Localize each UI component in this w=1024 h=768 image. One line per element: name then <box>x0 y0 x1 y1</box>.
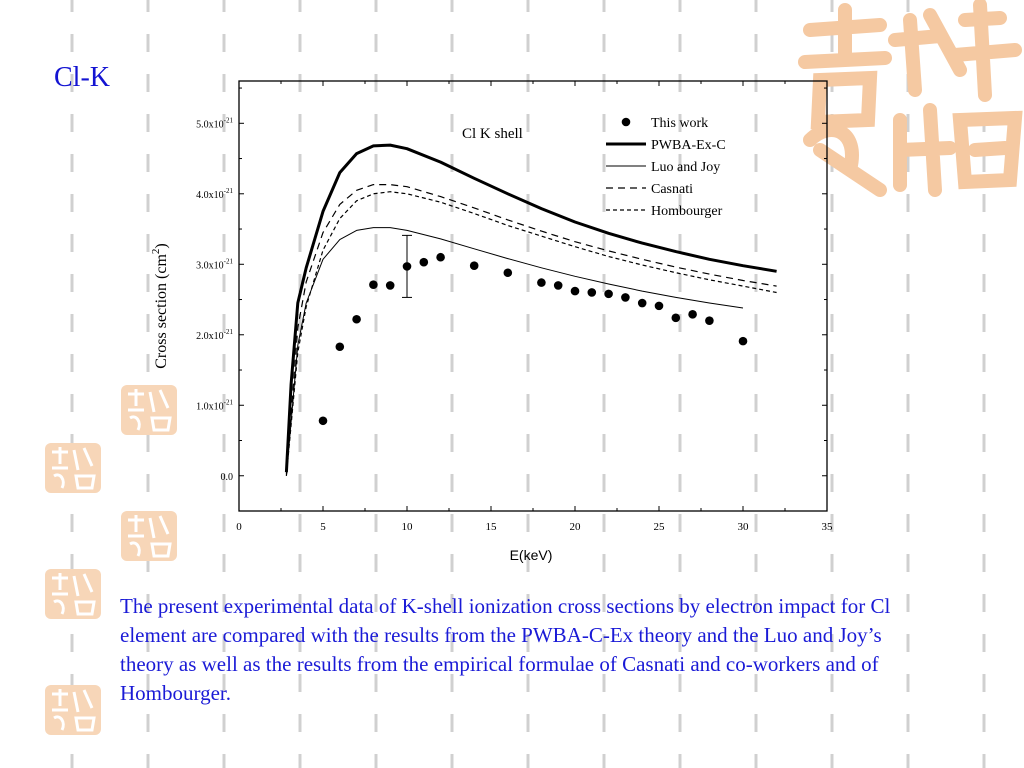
y-axis-label-end: ) <box>153 243 170 248</box>
large-seal-logo <box>798 0 1023 197</box>
series-line-casnati <box>285 184 777 475</box>
data-point <box>637 298 647 308</box>
legend-label: PWBA-Ex-C <box>651 138 726 153</box>
x-tick-label: 30 <box>738 521 750 533</box>
data-point <box>385 281 395 290</box>
y-tick-label-exponent: -21 <box>224 398 234 406</box>
data-point <box>570 286 580 296</box>
y-tick-label: 1.0x10-21 <box>196 398 233 412</box>
data-point <box>587 288 597 297</box>
legend-label: This work <box>651 116 708 131</box>
data-point <box>738 336 748 346</box>
y-tick-label-base: 5.0x10 <box>196 119 224 130</box>
y-tick-label-exponent: -21 <box>224 257 234 265</box>
small-seal-logo-1 <box>121 385 177 435</box>
y-tick-label: 5.0x10-21 <box>196 116 233 130</box>
series-line-pwba-ex-c <box>284 143 777 473</box>
x-tick-label: 0 <box>236 521 242 533</box>
y-tick-label-base: 1.0x10 <box>196 401 224 412</box>
data-point <box>436 252 445 262</box>
y-tick-label-base: 3.0x10 <box>196 260 224 271</box>
y-tick-label-base: 0.0 <box>221 472 234 483</box>
data-point <box>688 310 697 319</box>
data-point <box>419 257 429 267</box>
data-point <box>671 313 681 323</box>
y-axis-label-sup: 2 <box>150 249 162 255</box>
points-layer <box>318 234 748 426</box>
x-tick-label: 5 <box>320 521 326 533</box>
y-axis: 0.01.0x10-212.0x10-213.0x10-214.0x10-215… <box>196 87 827 483</box>
series-line-hombourger <box>285 191 777 476</box>
data-point <box>537 278 546 287</box>
x-tick-label: 35 <box>822 521 834 533</box>
y-tick-label-exponent: -21 <box>224 116 234 124</box>
data-point <box>705 316 714 325</box>
data-point <box>503 268 513 278</box>
data-point <box>369 280 378 290</box>
data-point <box>654 301 664 311</box>
data-point <box>318 416 328 426</box>
x-tick-label: 10 <box>402 521 414 533</box>
chart-legend: This work PWBA-Ex-C Luo and Joy Casnati Homb… <box>606 116 726 219</box>
small-seal-logo-3 <box>121 511 177 561</box>
small-seal-logo-4 <box>45 569 101 619</box>
x-axis: 0 5 10 15 20 25 30 35 <box>236 81 833 533</box>
slide-caption: The present experimental data of K-shell… <box>120 594 891 705</box>
y-tick-label: 2.0x10-21 <box>196 328 233 342</box>
data-point <box>352 314 361 324</box>
small-seal-logo-5 <box>45 685 101 735</box>
data-point <box>553 281 563 290</box>
legend-symbol-points <box>621 117 631 127</box>
data-point <box>621 293 630 302</box>
y-axis-label-main: Cross section (cm <box>153 254 170 369</box>
legend-label: Casnati <box>651 182 693 197</box>
x-axis-label: E(keV) <box>510 547 553 563</box>
y-tick-label-base: 4.0x10 <box>196 190 224 201</box>
x-tick-label: 25 <box>654 521 666 533</box>
y-tick-label-exponent: -21 <box>224 328 234 336</box>
chart-annotation: Cl K shell <box>462 126 523 142</box>
data-point <box>604 289 613 299</box>
series-layer <box>284 143 777 476</box>
y-axis-label: Cross section (cm2) <box>150 243 170 368</box>
y-tick-label-base: 2.0x10 <box>196 331 224 342</box>
legend-label: Hombourger <box>651 204 723 219</box>
slide-title: Cl-K <box>54 62 110 93</box>
legend-label: Luo and Joy <box>651 160 720 175</box>
y-tick-label-exponent: -21 <box>224 187 234 195</box>
y-tick-label: 3.0x10-21 <box>196 257 233 271</box>
series-line-luo-and-joy <box>285 227 744 476</box>
plot-frame <box>238 80 828 512</box>
x-tick-label: 15 <box>486 521 498 533</box>
small-seal-logo-2 <box>45 443 101 493</box>
y-tick-label: 4.0x10-21 <box>196 187 233 201</box>
x-tick-label: 20 <box>570 521 582 533</box>
data-point <box>469 261 479 270</box>
y-tick-label: 0.0 <box>221 472 234 483</box>
data-point <box>335 342 345 352</box>
